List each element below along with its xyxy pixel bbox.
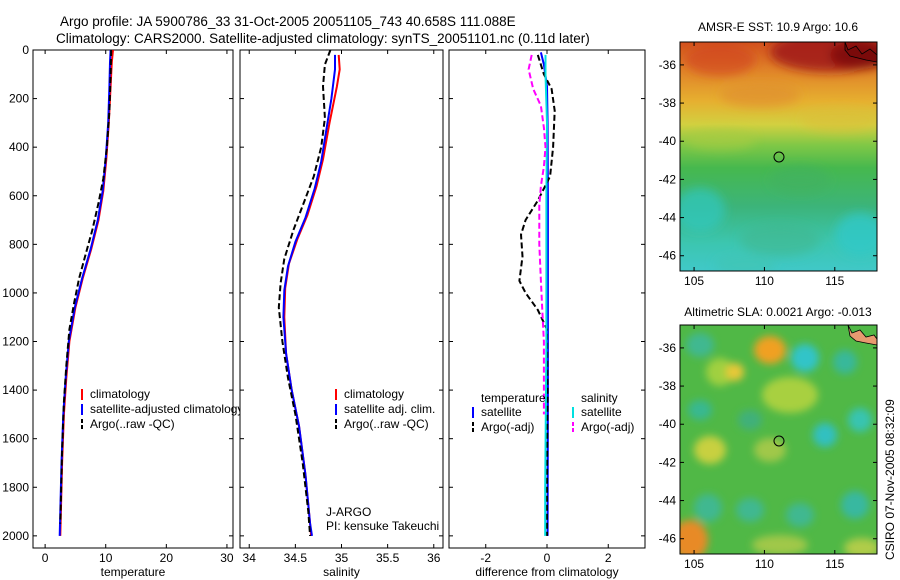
x-tick-label: 36: [427, 551, 441, 565]
y-tick-label: -38: [659, 379, 677, 393]
series-line-salinity-argo-adj-: [527, 54, 547, 415]
legend-label: Argo(-adj): [481, 420, 534, 434]
legend-label: climatology: [90, 387, 150, 401]
y-tick-label: 600: [9, 189, 29, 203]
annotation-text: PI: kensuke Takeuchi: [326, 519, 439, 533]
y-tick-label: 1200: [2, 335, 29, 349]
y-tick-label: 800: [9, 237, 29, 251]
credit-text: CSIRO 07-Nov-2005 08:32:09: [883, 399, 897, 560]
x-tick-label: 110: [755, 274, 774, 288]
y-tick-label: -40: [659, 417, 677, 431]
title-line-2: Climatology: CARS2000. Satellite-adjuste…: [56, 31, 590, 46]
annotation-text: J-ARGO: [326, 505, 371, 519]
x-tick-label: -2: [480, 551, 491, 565]
plot-frame: [32, 49, 234, 549]
x-tick-label: 35.5: [376, 551, 400, 565]
legend-heading: salinity: [581, 391, 618, 405]
x-tick-label: 115: [825, 274, 844, 288]
y-tick-label: 400: [9, 140, 29, 154]
x-tick-label: 0: [42, 551, 49, 565]
x-tick-label: 30: [220, 551, 234, 565]
title-line-1: Argo profile: JA 5900786_33 31-Oct-2005 …: [60, 14, 516, 29]
x-tick-label: 0: [544, 551, 551, 565]
x-tick-label: 115: [825, 557, 844, 571]
y-tick-label: 1800: [2, 480, 29, 494]
series-line-argo-raw-qc-: [59, 49, 113, 524]
y-tick-label: -36: [659, 58, 677, 72]
legend-label: Argo(..raw -QC): [90, 417, 175, 431]
sst-map-panel: AMSR-E SST: 10.9 Argo: 10.6 105 110 115 -36…: [659, 20, 878, 288]
salinity-panel: 34 34.5 35 35.5 36 salinity climatologysatelli…: [239, 49, 444, 579]
sst-argo-marker: [773, 151, 785, 163]
y-tick-label: 1000: [2, 286, 29, 300]
legend-label: Argo(-adj): [581, 420, 634, 434]
legend-label: climatology: [344, 387, 404, 401]
x-tick-label: 105: [684, 274, 704, 288]
y-tick-label: 2000: [2, 529, 29, 543]
y-tick-label: 0: [22, 43, 29, 57]
x-axis-label: temperature: [101, 565, 166, 579]
x-tick-label: 110: [755, 557, 774, 571]
sst-map-axes: 105 110 115 -36 -38 -40 -42 -44 -46: [659, 42, 877, 288]
y-tick-label: -46: [659, 532, 677, 546]
x-tick-label: 20: [160, 551, 174, 565]
x-tick-label: 2: [605, 551, 612, 565]
x-axis-label: difference from climatology: [475, 565, 618, 579]
sst-map-title: AMSR-E SST: 10.9 Argo: 10.6: [698, 20, 858, 34]
x-tick-label: 34: [243, 551, 257, 565]
sla-map-axes: 105 110 115 -36 -38 -40 -42 -44 -46: [659, 325, 877, 571]
y-tick-label: 1600: [2, 432, 29, 446]
legend-label: Argo(..raw -QC): [344, 417, 429, 431]
sst-field: [680, 42, 877, 271]
y-tick-label: -36: [659, 341, 677, 355]
legend-heading: temperature: [481, 391, 546, 405]
series-line-satellite-adj-clim-: [282, 54, 336, 537]
legend-label: satellite-adjusted climatology: [90, 402, 243, 416]
y-tick-label: -42: [659, 172, 677, 186]
y-tick-label: 200: [9, 92, 29, 106]
x-axis-label: salinity: [323, 565, 360, 579]
sla-field: [680, 325, 877, 554]
series-line-temperature-argo-adj-: [518, 54, 556, 536]
legend-label: satellite adj. clim.: [344, 402, 435, 416]
temperature-panel: 0 10 20 30 temperature 0 200 400 600 800 1000 1200 1…: [2, 43, 243, 579]
plot-frame: [239, 49, 444, 549]
y-tick-label: -40: [659, 134, 677, 148]
x-tick-label: 34.5: [284, 551, 308, 565]
y-tick-label: -44: [659, 211, 677, 225]
series-line-salinity-satellite: [544, 54, 549, 536]
sla-map-panel: Altimetric SLA: 0.0021 Argo: -0.013: [659, 305, 878, 571]
legend: temperaturesatelliteArgo(-adj)salinitysa…: [472, 391, 634, 434]
y-tick-label: -46: [659, 249, 677, 263]
legend-label: satellite: [581, 405, 622, 419]
y-tick-label: 1400: [2, 383, 29, 397]
sla-argo-marker: [773, 435, 785, 447]
y-tick-label: -42: [659, 455, 677, 469]
y-tick-label: -38: [659, 96, 677, 110]
series-line-argo-raw-qc-: [277, 49, 332, 536]
x-tick-label: 35: [335, 551, 349, 565]
legend-label: satellite: [481, 405, 522, 419]
y-tick-label: -44: [659, 494, 677, 508]
x-tick-label: 105: [684, 557, 704, 571]
sla-map-title: Altimetric SLA: 0.0021 Argo: -0.013: [684, 305, 872, 319]
x-tick-label: 10: [99, 551, 113, 565]
